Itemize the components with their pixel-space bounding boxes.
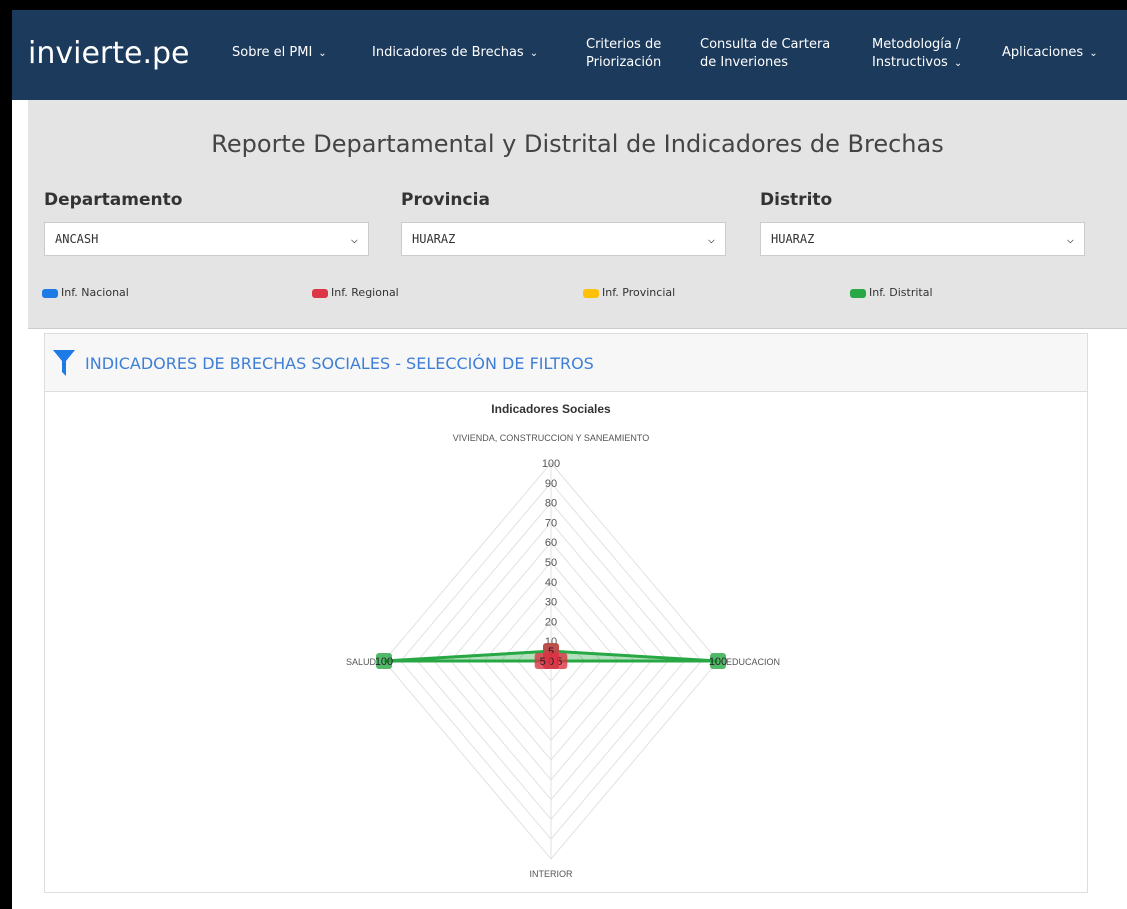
r-tick-label: 50 [545, 557, 557, 569]
legend-label: Inf. Nacional [61, 286, 129, 299]
r-tick-label: 100 [542, 458, 560, 470]
navbar: invierte.pe Sobre el PMI ⌄ Indicadores de … [12, 10, 1127, 100]
r-tick-label: 80 [545, 498, 557, 510]
legend-item: Inf. Distrital [850, 286, 933, 299]
axis-label: SALUD [346, 657, 377, 667]
data-label: 5 [540, 656, 546, 668]
legend-item: Inf. Provincial [583, 286, 675, 299]
nav-item-line: Instructivos ⌄ [872, 55, 963, 70]
frame [0, 0, 12, 909]
nav-item-line: Criterios de [586, 37, 662, 52]
chevron: ⌄ [318, 48, 327, 59]
filter-label: Provincia [401, 190, 490, 210]
select-value: HUARAZ [412, 232, 456, 246]
axis-label: EDUCACION [726, 657, 780, 667]
select-value: ANCASH [55, 232, 99, 246]
nav-item-line: Priorización [586, 55, 662, 70]
data-point [534, 653, 551, 669]
nav-item-line: Metodología / [872, 37, 961, 52]
card: INDICADORES DE BRECHAS SOCIALES - SELECC… [44, 333, 1088, 893]
select-chevron: ⌵ [1066, 232, 1074, 246]
legend-label: Inf. Regional [331, 286, 399, 299]
nav-item-line: Consulta de Cartera [700, 37, 831, 52]
nav-item[interactable]: Consulta de Cartera de Inveriones [700, 36, 830, 72]
r-tick-label: 40 [545, 577, 557, 589]
r-tick-label: 70 [545, 517, 557, 529]
nav-item-line: de Inveriones [700, 55, 789, 70]
r-tick-label: 30 [545, 597, 557, 609]
filter-select[interactable]: HUARAZ ⌵ [401, 222, 726, 256]
r-tick-label: 60 [545, 537, 557, 549]
data-label: 100 [709, 656, 727, 668]
data-point [376, 653, 392, 669]
legend-label: Inf. Provincial [602, 286, 676, 299]
legend-swatch [583, 288, 599, 298]
filter-label: Departamento [44, 190, 183, 210]
logo[interactable]: invierte.pe [28, 36, 190, 71]
select-chevron: ⌵ [350, 232, 358, 246]
select-chevron: ⌵ [707, 232, 715, 246]
nav-item[interactable]: Indicadores de Brechas ⌄ [372, 44, 538, 63]
nav-item-line: Sobre el PMI ⌄ [232, 45, 327, 60]
axis-label: VIVIENDA, CONSTRUCCION Y SANEAMIENTO [453, 433, 650, 443]
filter-icon [53, 350, 75, 376]
legend-swatch [850, 288, 866, 298]
card-title: INDICADORES DE BRECHAS SOCIALES - SELECC… [85, 354, 594, 373]
nav-item[interactable]: Aplicaciones ⌄ [1002, 44, 1098, 63]
legend-label: Inf. Distrital [869, 286, 933, 299]
legend-item: Inf. Regional [312, 286, 399, 299]
data-label: 5 [556, 656, 562, 668]
axis-label: INTERIOR [529, 869, 573, 879]
data-label: 100 [375, 656, 393, 668]
r-tick-label: 20 [545, 616, 557, 628]
legend-swatch [312, 288, 328, 298]
chevron: ⌄ [1089, 48, 1098, 59]
nav-item[interactable]: Metodología / Instructivos ⌄ [872, 36, 962, 73]
data-label: 0 [548, 656, 554, 668]
filter-panel: Reporte Departamental y Distrital de Ind… [28, 100, 1127, 329]
card-header: INDICADORES DE BRECHAS SOCIALES - SELECC… [45, 334, 1087, 392]
data-point [710, 653, 726, 669]
frame [0, 0, 1127, 10]
chevron: ⌄ [529, 48, 539, 59]
filter-label: Distrito [760, 190, 833, 210]
chart-title: Indicadores Sociales [491, 402, 611, 416]
radar-chart: Indicadores Sociales01020304050607080901… [346, 402, 780, 879]
nav-item-line: Indicadores de Brechas ⌄ [372, 45, 539, 60]
filter-select[interactable]: HUARAZ ⌵ [760, 222, 1085, 256]
legend-item: Inf. Nacional [42, 286, 129, 299]
report-title: Reporte Departamental y Distrital de Ind… [211, 130, 944, 158]
nav-item[interactable]: Criterios de Priorización [586, 36, 661, 72]
nav-item-line: Aplicaciones ⌄ [1002, 45, 1098, 60]
chevron: ⌄ [953, 58, 963, 69]
r-tick-label: 90 [545, 478, 557, 490]
nav-item[interactable]: Sobre el PMI ⌄ [232, 44, 327, 63]
select-value: HUARAZ [771, 232, 815, 246]
legend-swatch [42, 288, 58, 298]
data-label: 5 [548, 646, 554, 658]
filter-select[interactable]: ANCASH ⌵ [44, 222, 369, 256]
